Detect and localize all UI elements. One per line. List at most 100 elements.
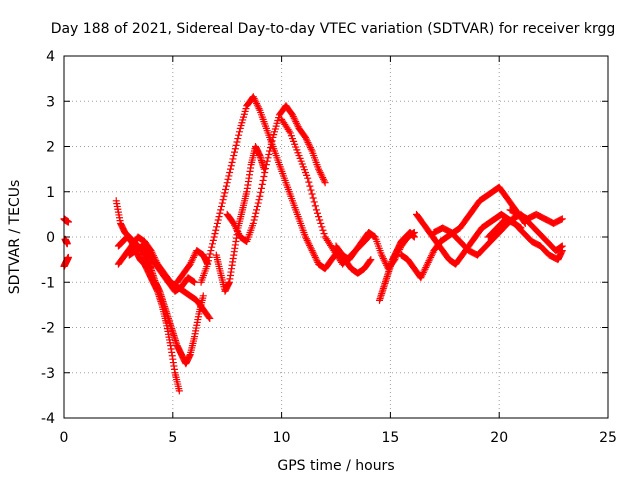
data-point (204, 257, 212, 265)
data-point (302, 133, 310, 141)
data-point (304, 139, 312, 147)
data-point (225, 172, 233, 180)
data-point (222, 182, 230, 190)
data-point (320, 177, 328, 185)
data-point (253, 101, 261, 109)
x-axis-label: GPS time / hours (277, 458, 394, 474)
data-points-layer (60, 93, 566, 395)
data-point (215, 213, 223, 221)
data-point (305, 178, 313, 186)
data-point (64, 218, 72, 226)
data-point (221, 189, 229, 197)
series-sat-i (197, 93, 375, 286)
ticks-layer (63, 55, 609, 419)
data-point (266, 144, 274, 152)
data-point (207, 247, 215, 255)
data-point (231, 145, 239, 153)
data-point (313, 257, 321, 265)
data-point (315, 213, 323, 221)
data-point (303, 137, 311, 145)
data-point (428, 250, 436, 258)
data-point (309, 194, 317, 202)
data-point (206, 250, 214, 258)
data-point (268, 137, 276, 145)
data-point (423, 260, 431, 268)
data-point (427, 252, 435, 260)
data-point (304, 174, 312, 182)
tick-labels-layer: 0 5 10 15 20 25 -4 -3 -2 -1 0 1 2 3 4 (41, 49, 617, 446)
data-point (305, 240, 313, 248)
data-point (311, 252, 319, 260)
series-sat-k (212, 143, 268, 295)
data-point (319, 226, 327, 234)
data-point (425, 257, 433, 265)
data-point (189, 253, 197, 261)
data-point (235, 128, 243, 136)
data-point (217, 202, 225, 210)
data-point (307, 145, 315, 153)
data-point (267, 140, 275, 148)
data-point (253, 202, 261, 210)
data-point (226, 165, 234, 173)
data-point (64, 253, 72, 261)
data-point (558, 215, 566, 223)
data-point (306, 243, 314, 251)
y-axis-label: SDTVAR / TECUs (7, 180, 23, 295)
data-point (251, 96, 259, 104)
data-point (256, 192, 264, 200)
data-point (307, 245, 315, 253)
x-tick-label: 15 (381, 430, 399, 446)
data-point (208, 243, 216, 251)
data-point (318, 172, 326, 180)
data-point (290, 114, 298, 122)
data-point (206, 314, 214, 322)
y-tick-label: -3 (41, 366, 55, 382)
data-point (558, 247, 566, 255)
x-tick-label: 0 (60, 430, 69, 446)
chart-title: Day 188 of 2021, Sidereal Day-to-day VTE… (51, 21, 616, 37)
data-point (219, 196, 227, 204)
y-tick-label: 2 (46, 140, 55, 156)
data-point (417, 274, 425, 282)
data-point (292, 118, 300, 126)
data-point (265, 150, 273, 158)
data-point (285, 127, 293, 135)
data-point (293, 121, 301, 129)
data-point (232, 141, 240, 149)
data-point (420, 267, 428, 275)
data-point (253, 206, 261, 214)
x-tick-label: 25 (599, 430, 617, 446)
data-point (188, 257, 196, 265)
data-point (320, 230, 328, 238)
data-point (308, 190, 316, 198)
data-point (63, 240, 71, 248)
data-point (199, 292, 207, 300)
data-point (204, 260, 212, 268)
data-point (379, 254, 387, 262)
data-point (305, 140, 313, 148)
data-point (312, 206, 320, 214)
data-point (314, 209, 322, 217)
data-point (251, 213, 259, 221)
series-sat-n (376, 228, 418, 304)
data-point (308, 247, 316, 255)
data-point (260, 172, 268, 180)
series-sat-r (484, 215, 566, 264)
data-point (311, 202, 319, 210)
data-point (213, 223, 221, 231)
data-point (255, 196, 263, 204)
data-point (418, 272, 426, 280)
data-point (252, 209, 260, 217)
data-point (289, 113, 297, 121)
data-point (257, 184, 265, 192)
data-point (191, 278, 199, 286)
data-point (307, 186, 315, 194)
data-point (316, 169, 324, 177)
data-point (212, 226, 220, 234)
data-point (220, 192, 228, 200)
y-tick-label: -2 (41, 321, 55, 337)
data-point (175, 387, 183, 395)
y-tick-label: 1 (46, 185, 55, 201)
data-point (410, 233, 418, 241)
data-point (209, 236, 217, 244)
